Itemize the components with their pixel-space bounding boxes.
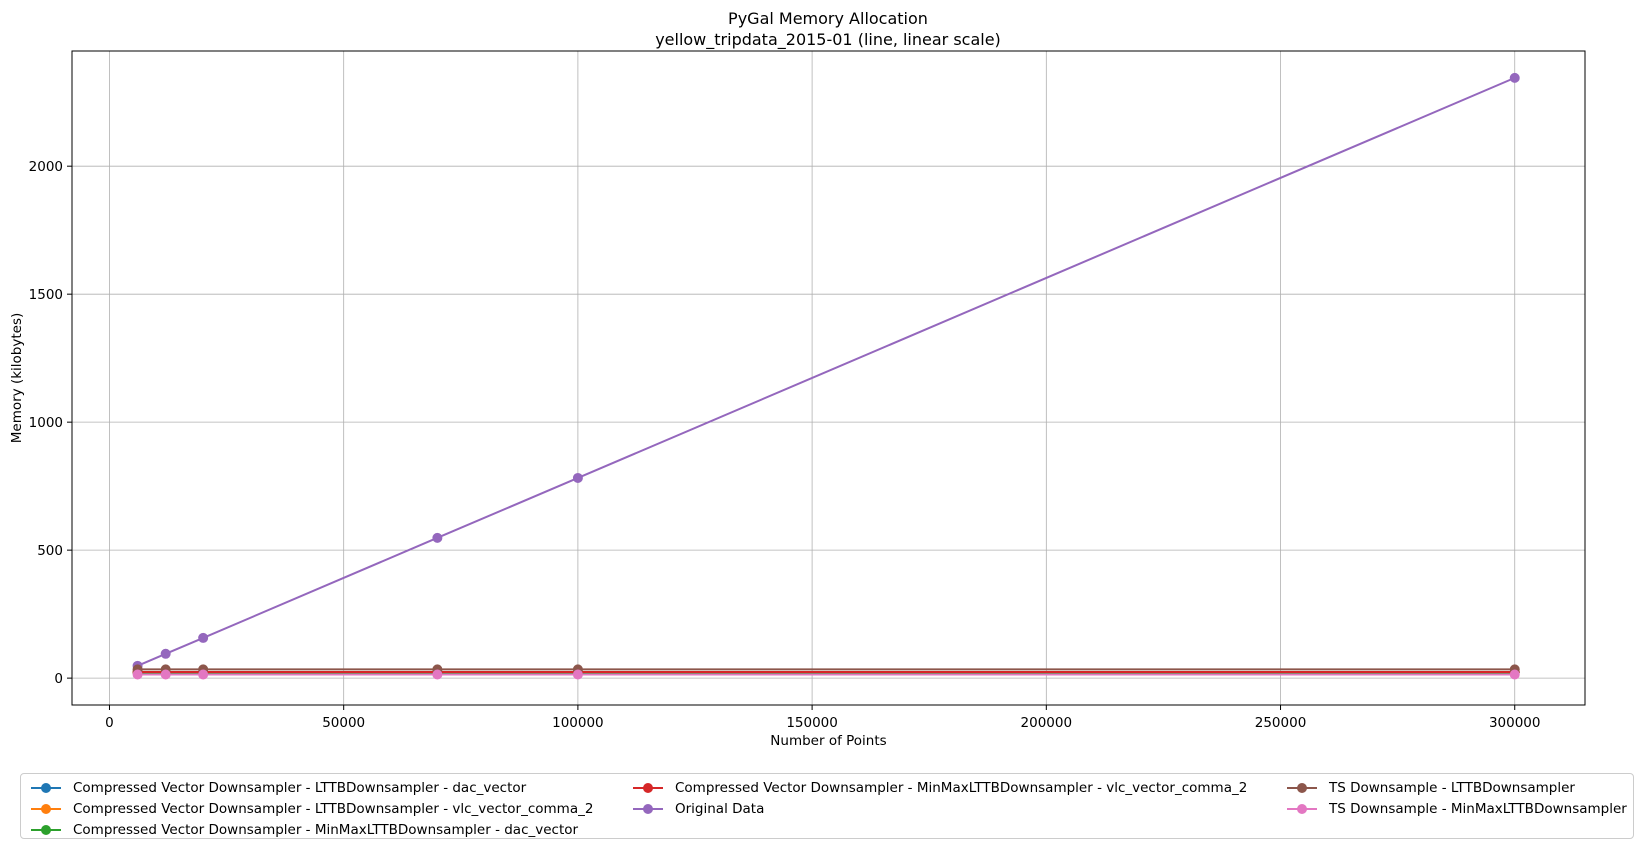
y-tick-label: 500 bbox=[37, 543, 63, 559]
series-line bbox=[137, 76, 1516, 667]
legend-item: Original Data bbox=[633, 798, 1247, 819]
legend-column: Compressed Vector Downsampler - LTTBDown… bbox=[31, 777, 593, 840]
legend-swatch bbox=[1287, 803, 1317, 815]
x-tick-label: 300000 bbox=[1489, 715, 1541, 731]
x-tick-label: 250000 bbox=[1255, 715, 1307, 731]
legend-label: Compressed Vector Downsampler - LTTBDown… bbox=[73, 800, 594, 817]
data-point bbox=[198, 669, 209, 680]
chart-title: PyGal Memory Allocation bbox=[728, 9, 928, 28]
data-point bbox=[1509, 669, 1520, 680]
data-point bbox=[198, 632, 209, 643]
data-point bbox=[432, 669, 443, 680]
series bbox=[132, 72, 1520, 671]
legend-column: TS Downsample - LTTBDownsampler TS Downs… bbox=[1287, 777, 1627, 819]
chart-subtitle: yellow_tripdata_2015-01 (line, linear sc… bbox=[655, 30, 1001, 50]
legend-label: Original Data bbox=[675, 800, 765, 817]
series bbox=[132, 669, 1520, 680]
legend-label: Compressed Vector Downsampler - MinMaxLT… bbox=[73, 821, 579, 838]
legend-swatch bbox=[31, 803, 61, 815]
legend-item: Compressed Vector Downsampler - LTTBDown… bbox=[31, 798, 593, 819]
x-tick-label: 50000 bbox=[322, 715, 365, 731]
y-tick-label: 2000 bbox=[29, 159, 63, 175]
legend-label: Compressed Vector Downsampler - MinMaxLT… bbox=[675, 779, 1248, 796]
legend-swatch bbox=[31, 824, 61, 836]
x-tick-label: 0 bbox=[105, 715, 114, 731]
x-tick-label: 200000 bbox=[1021, 715, 1073, 731]
legend-item: Compressed Vector Downsampler - MinMaxLT… bbox=[633, 777, 1247, 798]
legend-item: TS Downsample - LTTBDownsampler bbox=[1287, 777, 1627, 798]
y-tick-label: 1000 bbox=[29, 415, 63, 431]
x-axis-label: Number of Points bbox=[770, 733, 886, 749]
legend-swatch bbox=[633, 782, 663, 794]
legend-swatch bbox=[31, 782, 61, 794]
legend: Compressed Vector Downsampler - LTTBDown… bbox=[20, 773, 1634, 839]
chart: PyGal Memory Allocation yellow_tripdata_… bbox=[9, 9, 1586, 749]
axis-ticks: 0 50000 100000 150000 200000 250000 300000 0 500… bbox=[29, 159, 1541, 731]
series-layer bbox=[132, 72, 1520, 680]
data-point bbox=[572, 472, 583, 483]
legend-label: TS Downsample - LTTBDownsampler bbox=[1329, 779, 1575, 796]
legend-label: TS Downsample - MinMaxLTTBDownsampler bbox=[1329, 800, 1627, 817]
y-axis-label: Memory (kilobytes) bbox=[9, 313, 25, 444]
data-point bbox=[1509, 72, 1520, 83]
y-tick-label: 0 bbox=[54, 671, 63, 687]
data-point bbox=[160, 669, 171, 680]
data-point bbox=[132, 669, 143, 680]
legend-column: Compressed Vector Downsampler - MinMaxLT… bbox=[633, 777, 1247, 819]
legend-label: Compressed Vector Downsampler - LTTBDown… bbox=[73, 779, 527, 796]
data-point bbox=[160, 648, 171, 659]
plot-area bbox=[71, 50, 1586, 706]
legend-item: Compressed Vector Downsampler - MinMaxLT… bbox=[31, 819, 593, 840]
x-tick-label: 100000 bbox=[552, 715, 604, 731]
legend-swatch bbox=[633, 803, 663, 815]
grid bbox=[72, 51, 1585, 705]
x-tick-label: 150000 bbox=[786, 715, 838, 731]
data-point bbox=[432, 532, 443, 543]
y-tick-label: 1500 bbox=[29, 287, 63, 303]
legend-item: TS Downsample - MinMaxLTTBDownsampler bbox=[1287, 798, 1627, 819]
legend-item: Compressed Vector Downsampler - LTTBDown… bbox=[31, 777, 593, 798]
data-point bbox=[572, 669, 583, 680]
legend-swatch bbox=[1287, 782, 1317, 794]
